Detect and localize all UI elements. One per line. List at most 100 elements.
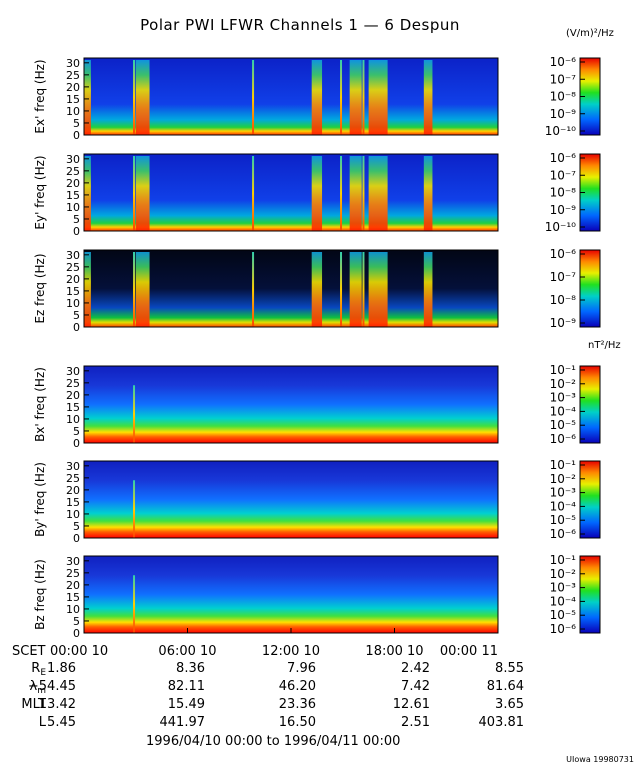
colorbar-tick-label-2-0: 10⁻⁶: [550, 151, 577, 165]
panel-frame-2: [83, 153, 499, 232]
orbit-value-0-3: 2.42: [401, 661, 430, 676]
y-tick-label-5-30: 30: [66, 460, 80, 473]
x-tick-prefix: SCET: [12, 644, 46, 659]
orbit-value-2-4: 3.65: [495, 697, 524, 712]
orbit-row-label-0: RE: [31, 661, 46, 678]
panel-frame-3: [83, 249, 499, 328]
date-range: 1996/04/10 00:00 to 1996/04/11 00:00: [146, 734, 401, 749]
burst-2-1: [84, 156, 91, 231]
y-tick-label-4-15: 15: [66, 401, 80, 414]
burst-1-3: [311, 60, 323, 135]
spike-4-1: [133, 385, 136, 443]
colorbar-tick-label-1-2: 10⁻⁸: [550, 90, 577, 104]
y-tick-label-3-20: 20: [66, 273, 80, 286]
orbit-value-1-4: 81.64: [487, 679, 524, 694]
y-tick-label-5-10: 10: [66, 508, 80, 521]
colorbar-tick-label-5-3: 10⁻⁴: [550, 499, 577, 513]
x-tick-label-4: 00:00 11: [440, 644, 498, 659]
spike-1-3: [340, 60, 343, 135]
y-tick-label-3-5: 5: [73, 309, 80, 322]
y-tick-label-3-15: 15: [66, 285, 80, 298]
burst-3-3: [311, 252, 323, 327]
credit-label: UIowa 19980731: [566, 755, 634, 764]
spike-1-4: [362, 60, 365, 135]
colorbar-tick-label-1-4: 10⁻¹⁰: [545, 124, 576, 138]
x-tick-label-0: 00:00 10: [50, 644, 108, 659]
burst-3-6: [423, 252, 433, 327]
burst-1-2: [135, 60, 150, 135]
burst-1-5: [368, 60, 388, 135]
spike-5-1: [133, 480, 136, 538]
magnetic-unit-label: nT²/Hz: [588, 340, 621, 351]
y-tick-label-6-25: 25: [66, 567, 80, 580]
spike-2-2: [252, 156, 255, 231]
spike-2-4: [362, 156, 365, 231]
spike-2-3: [340, 156, 343, 231]
orbit-value-1-2: 46.20: [279, 679, 316, 694]
y-tick-label-4-25: 25: [66, 377, 80, 390]
burst-1-4: [349, 60, 362, 135]
colorbar-tick-label-4-0: 10⁻¹: [550, 363, 577, 377]
y-tick-label-5-5: 5: [73, 520, 80, 533]
y-tick-label-3-0: 0: [73, 321, 80, 334]
colorbar-tick-label-6-2: 10⁻³: [550, 581, 577, 595]
x-tick-label-2: 12:00 10: [262, 644, 320, 659]
colorbar-tick-label-1-0: 10⁻⁶: [550, 55, 577, 69]
orbit-row-label-2: MLT: [21, 697, 46, 712]
y-tick-label-4-10: 10: [66, 413, 80, 426]
spectrogram-5: [84, 461, 498, 538]
colorbar-tick-label-6-5: 10⁻⁶: [550, 622, 577, 636]
y-tick-label-2-10: 10: [66, 201, 80, 214]
orbit-value-3-2: 16.50: [279, 715, 316, 730]
y-tick-label-3-25: 25: [66, 261, 80, 274]
burst-2-5: [368, 156, 388, 231]
burst-2-4: [349, 156, 362, 231]
spike-2-1: [133, 156, 136, 231]
colorbar-tick-label-3-1: 10⁻⁷: [550, 270, 577, 284]
colorbar-tick-label-4-2: 10⁻³: [550, 391, 577, 405]
y-tick-label-1-30: 30: [66, 57, 80, 70]
spike-1-2: [252, 60, 255, 135]
colorbar-tick-label-3-0: 10⁻⁶: [550, 247, 577, 261]
y-tick-label-2-20: 20: [66, 177, 80, 190]
colorbar-tick-label-5-2: 10⁻³: [550, 486, 577, 500]
orbit-value-3-4: 403.81: [479, 715, 525, 730]
burst-3-4: [349, 252, 362, 327]
colorbar-tick-label-3-3: 10⁻⁹: [550, 316, 577, 330]
colorbar-tick-label-4-1: 10⁻²: [550, 377, 577, 391]
colorbar-tick-label-2-3: 10⁻⁹: [550, 203, 577, 217]
orbit-value-2-0: 13.42: [39, 697, 76, 712]
colorbar-tick-label-4-3: 10⁻⁴: [550, 404, 577, 418]
spike-6-1: [133, 575, 136, 633]
spectrogram-6: [84, 556, 498, 633]
spike-1-1: [133, 60, 136, 135]
colorbar-4: [579, 365, 601, 444]
y-axis-label-5: By' freq (Hz): [33, 462, 47, 537]
y-tick-label-2-15: 15: [66, 189, 80, 202]
colorbar-tick-label-1-3: 10⁻⁹: [550, 107, 577, 121]
y-tick-label-1-15: 15: [66, 93, 80, 106]
colorbar-tick-label-2-2: 10⁻⁸: [550, 186, 577, 200]
orbit-value-0-4: 8.55: [495, 661, 524, 676]
colorbar-tick-label-4-4: 10⁻⁵: [550, 418, 577, 432]
colorbar-3: [579, 249, 601, 328]
y-tick-label-2-25: 25: [66, 165, 80, 178]
colorbar-6: [579, 555, 601, 634]
burst-3-5: [368, 252, 388, 327]
colorbar-tick-label-6-4: 10⁻⁵: [550, 608, 577, 622]
y-tick-label-4-30: 30: [66, 365, 80, 378]
y-axis-label-4: Bx' freq (Hz): [33, 367, 47, 442]
spike-3-1: [133, 252, 136, 327]
orbit-value-2-1: 15.49: [168, 697, 205, 712]
burst-2-6: [423, 156, 433, 231]
colorbar-tick-label-1-1: 10⁻⁷: [550, 72, 577, 86]
y-tick-label-3-30: 30: [66, 249, 80, 262]
colorbar-tick-label-6-1: 10⁻²: [550, 567, 577, 581]
burst-3-2: [135, 252, 150, 327]
y-tick-label-5-0: 0: [73, 532, 80, 545]
orbit-value-2-2: 23.36: [279, 697, 316, 712]
y-tick-label-1-10: 10: [66, 105, 80, 118]
y-tick-label-4-20: 20: [66, 389, 80, 402]
